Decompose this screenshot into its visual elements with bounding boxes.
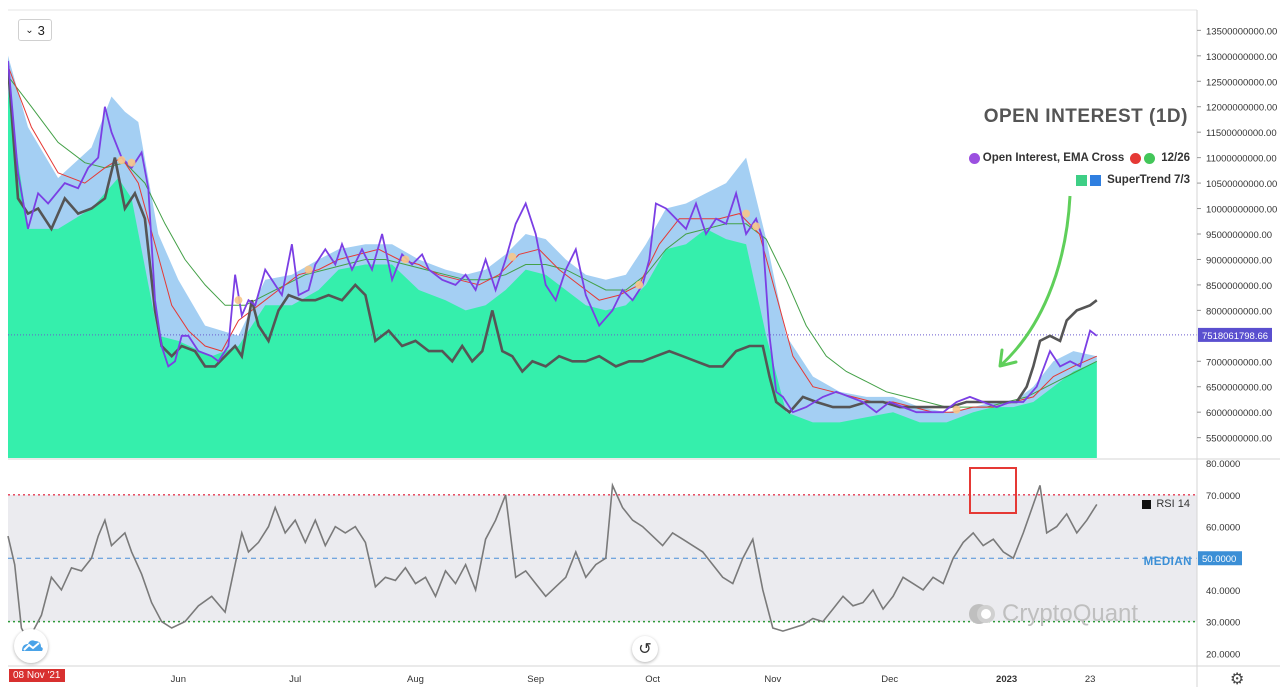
- app-logo-button[interactable]: [14, 629, 48, 663]
- ema-cross-marker-9: [952, 405, 961, 414]
- price-tag-label: 7518061798.66: [1202, 331, 1268, 342]
- price-tag-bg: [1198, 327, 1272, 342]
- main-y-tick-label-7: 10000000000.00: [1206, 205, 1277, 216]
- rsi-y-tick-label-0: 80.0000: [1206, 459, 1240, 470]
- rsi-y-tick-label-5: 30.0000: [1206, 618, 1240, 629]
- legend-value: 12/26: [1161, 152, 1190, 164]
- main-y-tick-label-3: 12000000000.00: [1206, 103, 1277, 114]
- ema-cross-marker-5: [508, 252, 517, 261]
- rsi-label: RSI 14: [1156, 498, 1190, 510]
- open-interest-line: [8, 60, 1098, 414]
- x-tick-label-7: 2023: [996, 674, 1017, 685]
- annotation-arrow-head: [998, 348, 1018, 368]
- cryptoquant-logo-icon: [968, 601, 996, 627]
- rsi-y-tick-label-2: 60.0000: [1206, 523, 1240, 534]
- highlight-box: [969, 467, 1017, 514]
- rsi-y-tick-label-4: 40.0000: [1206, 586, 1240, 597]
- ema-cross-marker-8: [752, 222, 761, 231]
- legend-item-ema-cross[interactable]: Open Interest, EMA Cross 12/26: [968, 152, 1190, 164]
- axes: 13500000000.00 13000000000.00 12500000000.…: [8, 9, 1280, 687]
- main-y-tick-label-1: 13000000000.00: [1206, 52, 1277, 63]
- ema12-dot-icon: [1130, 152, 1142, 164]
- main-y-tick-label-13: 6500000000.00: [1206, 383, 1272, 394]
- open-interest-dot-icon: [968, 152, 980, 164]
- x-tick-label-4: Oct: [645, 674, 660, 685]
- rsi-y-tick-label-1: 70.0000: [1206, 491, 1240, 502]
- supertrend-up-square-icon: [1076, 174, 1088, 186]
- reset-zoom-button[interactable]: ↺: [632, 636, 658, 662]
- median-label: MEDIAN: [1143, 556, 1192, 568]
- legend-label: Open Interest, EMA Cross: [982, 152, 1125, 164]
- x-tick-label-1: Jul: [289, 674, 301, 685]
- cloud-chart-icon: [22, 640, 43, 651]
- x-tick-label-0: Jun: [171, 674, 186, 685]
- rsi-line: [7, 482, 1098, 643]
- chevron-down-icon: ⌄: [25, 24, 34, 36]
- main-y-tick-label-12: 7000000000.00: [1206, 357, 1272, 368]
- x-tick-label-6: Dec: [881, 674, 898, 685]
- ema-cross-marker-1: [127, 158, 136, 167]
- rsi-square-icon: [1142, 499, 1152, 509]
- main-y-tick-label-15: 5500000000.00: [1206, 434, 1272, 445]
- x-tick-label-3: Sep: [527, 674, 544, 685]
- rsi-panel: [7, 467, 1197, 643]
- gear-icon[interactable]: ⚙: [1230, 671, 1245, 688]
- watermark-text: CryptoQuant: [1002, 600, 1139, 627]
- price-line: [8, 65, 1098, 414]
- legend-label: SuperTrend: [1107, 174, 1171, 186]
- reset-icon: ↺: [638, 641, 652, 658]
- ema26-line: [8, 75, 1098, 408]
- ema-cross-marker-7: [742, 209, 751, 218]
- main-y-tick-label-6: 10500000000.00: [1206, 179, 1277, 190]
- x-tick-label-8: 23: [1085, 674, 1096, 685]
- main-y-tick-label-4: 11500000000.00: [1206, 128, 1277, 139]
- ema-cross-marker-4: [401, 255, 410, 264]
- main-y-tick-label-0: 13500000000.00: [1206, 26, 1277, 37]
- supertrend-up-area: [8, 91, 1097, 458]
- crosshair-date-tag: 08 Nov '21: [9, 669, 65, 682]
- ema-cross-marker-6: [635, 280, 644, 289]
- main-y-tick-label-8: 9500000000.00: [1206, 230, 1272, 241]
- ema-cross-marker-3: [304, 265, 313, 274]
- main-panel: [8, 55, 1197, 458]
- legend-value: 7/3: [1174, 174, 1190, 186]
- legend-item-supertrend[interactable]: SuperTrend 7/3: [1076, 174, 1190, 186]
- rsi-y-tick-label-6: 20.0000: [1206, 649, 1240, 660]
- watermark: CryptoQuant: [968, 600, 1138, 628]
- rsi-legend[interactable]: RSI 14: [1142, 498, 1190, 510]
- indicator-count: 3: [37, 22, 45, 38]
- x-tick-label-5: Nov: [764, 674, 781, 685]
- chart-title: OPEN INTEREST (1D): [983, 106, 1188, 127]
- median-tag-label: 50.0000: [1202, 554, 1236, 565]
- ema-cross-marker-0: [117, 156, 126, 165]
- supertrend-down-square-icon: [1090, 174, 1102, 186]
- main-y-tick-label-9: 9000000000.00: [1206, 255, 1272, 266]
- ema-cross-marker-2: [234, 296, 243, 305]
- main-y-tick-label-11: 8000000000.00: [1206, 306, 1272, 317]
- x-tick-label-2: Aug: [407, 674, 424, 685]
- annotation-arrow: [998, 195, 1072, 368]
- median-tag-bg: [1198, 551, 1242, 566]
- collapse-indicators-button[interactable]: ⌄ 3: [18, 19, 52, 41]
- main-y-tick-label-2: 12500000000.00: [1206, 77, 1277, 88]
- main-y-tick-label-14: 6000000000.00: [1206, 408, 1272, 419]
- main-y-tick-label-10: 8500000000.00: [1206, 281, 1272, 292]
- main-y-tick-label-5: 11000000000.00: [1206, 154, 1277, 165]
- ema26-dot-icon: [1144, 152, 1156, 164]
